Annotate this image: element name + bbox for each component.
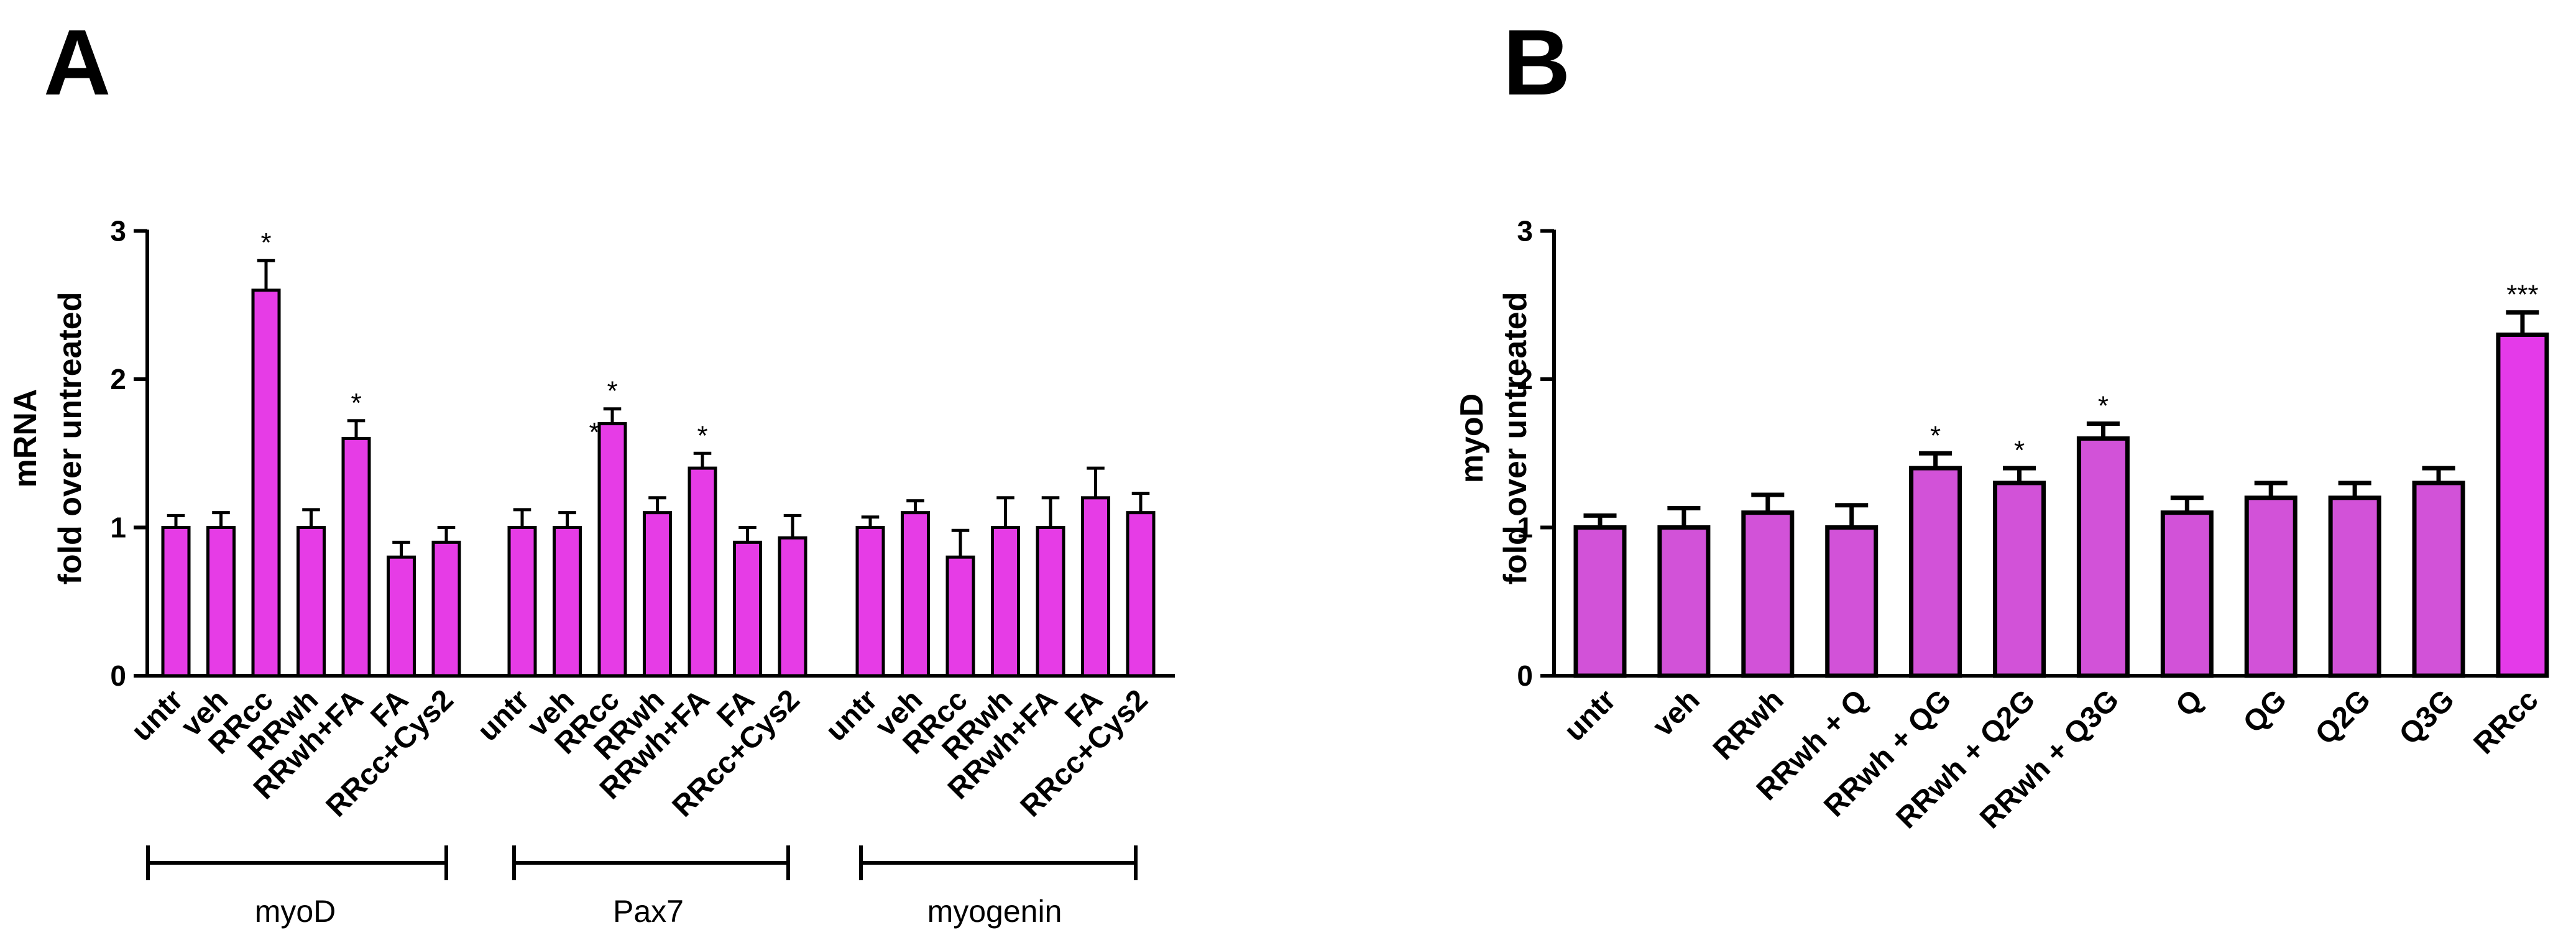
panel-a-pax7-untr-bar <box>507 526 537 678</box>
panel-b-veh-label: veh <box>1647 683 1706 743</box>
panel-a-ylabel-1: mRNA <box>7 389 44 488</box>
panel-a-myogenin-rrwh-bar <box>991 526 1020 678</box>
panel-a-myogenin-rrcc-bar <box>945 555 975 678</box>
panel-a-pax7-rrcc-bar <box>597 422 627 678</box>
panel-b-rrcc-label: RRcc <box>2467 683 2544 760</box>
panel-a-y-tick-label-2: 2 <box>110 363 126 395</box>
panel-b-rrwh-q3g-significance: * <box>2098 391 2109 421</box>
panel-a-myod-fa-bar <box>387 555 416 678</box>
panel-a-myod-rrwh-fa-bar <box>341 436 371 678</box>
panel-a-pax7-veh-bar <box>553 526 582 678</box>
panel-b-veh-bar <box>1657 525 1711 678</box>
panel-b-untr-label: untr <box>1558 683 1622 747</box>
group-label-myod: myoD <box>255 894 336 929</box>
panel-b-untr-bar <box>1573 525 1627 678</box>
panel-b-y-tick-label-3: 3 <box>1517 215 1533 247</box>
panel-b-rrwh-bar <box>1741 510 1795 678</box>
panel-a-myogenin-untr-bar <box>855 526 885 678</box>
panel-b-y-tick-label-2: 2 <box>1517 363 1533 395</box>
panel-b-y-tick-label-1: 1 <box>1517 512 1533 544</box>
panel-a-myod-veh-bar <box>206 526 236 678</box>
panel-b-y-tick-label-0: 0 <box>1517 660 1533 692</box>
panel-b-rrwh-q2g-significance: * <box>2014 435 2025 466</box>
panel-a-myogenin-veh-bar <box>901 511 930 678</box>
panel-a-myogenin-rrwh-fa-bar <box>1036 526 1065 678</box>
panel-b-q2g-bar <box>2328 495 2381 678</box>
group-label-pax7: Pax7 <box>613 894 684 929</box>
group-label-myogenin: myogenin <box>927 894 1062 929</box>
panel-b-letter: B <box>1503 10 1570 114</box>
panel-a-letter: A <box>44 10 111 114</box>
panel-a-pax7-rrwh-fa-significance: * <box>697 420 707 451</box>
panel-b-q2g-label: Q2G <box>2309 683 2377 751</box>
panel-a-myod-untr-bar <box>161 526 191 678</box>
panel-b-rrwh-q2g-bar <box>1993 481 2046 678</box>
panel-b-q-label: Q <box>2169 683 2209 723</box>
panel-a-myogenin-rrcc-cys2-bar <box>1126 511 1156 678</box>
panel-a-pax7-rrcc-significance: * <box>607 376 617 407</box>
panel-b-q-bar <box>2160 510 2214 678</box>
panel-b-rrwh-qg-significance: * <box>1930 420 1941 451</box>
panel-a-pax7-fa-bar <box>733 540 762 678</box>
panel-b-rrwh-q3g-bar <box>2076 436 2130 678</box>
panel-b-q3g-label: Q3G <box>2393 683 2461 751</box>
panel-b-rrwh-label: RRwh <box>1707 683 1790 766</box>
panel-a-myod-rrwh-fa-significance: * <box>351 388 361 418</box>
panel-a-myod-rrcc-bar <box>251 288 281 678</box>
panel-b-qg-label: QG <box>2237 683 2293 739</box>
panel-a-y-tick-label-3: 3 <box>110 215 126 247</box>
panel-a-myod-rrcc-significance: * <box>260 228 271 258</box>
panel-a-ylabel-2: fold over untreated <box>52 292 88 585</box>
panel-a-myod-rrcc-cys2-bar <box>431 540 461 678</box>
panel-a-pax7-rrwh-fa-bar <box>688 466 717 678</box>
panel-b-rrwh-q-bar <box>1825 525 1879 678</box>
panel-b-rrwh-qg-bar <box>1909 466 1962 678</box>
panel-a-y-tick-label-0: 0 <box>110 660 126 692</box>
panel-b-rrcc-bar <box>2496 332 2549 678</box>
panel-a-myod-rrwh-bar <box>297 526 326 678</box>
panel-b-qg-bar <box>2244 495 2298 678</box>
panel-b-rrcc-significance: *** <box>2506 280 2538 310</box>
panel-a-y-tick-label-1: 1 <box>110 512 126 544</box>
panel-a-myogenin-fa-bar <box>1081 496 1110 678</box>
extra-significance-mark: * <box>589 417 599 448</box>
panel-b-ylabel-2: fold over untreated <box>1497 292 1534 585</box>
panel-a-pax7-rrcc-cys2-bar <box>778 536 807 678</box>
panel-b-ylabel-1: myoD <box>1454 393 1490 483</box>
panel-a-pax7-rrwh-bar <box>643 511 672 678</box>
panel-b-q3g-bar <box>2412 481 2465 678</box>
